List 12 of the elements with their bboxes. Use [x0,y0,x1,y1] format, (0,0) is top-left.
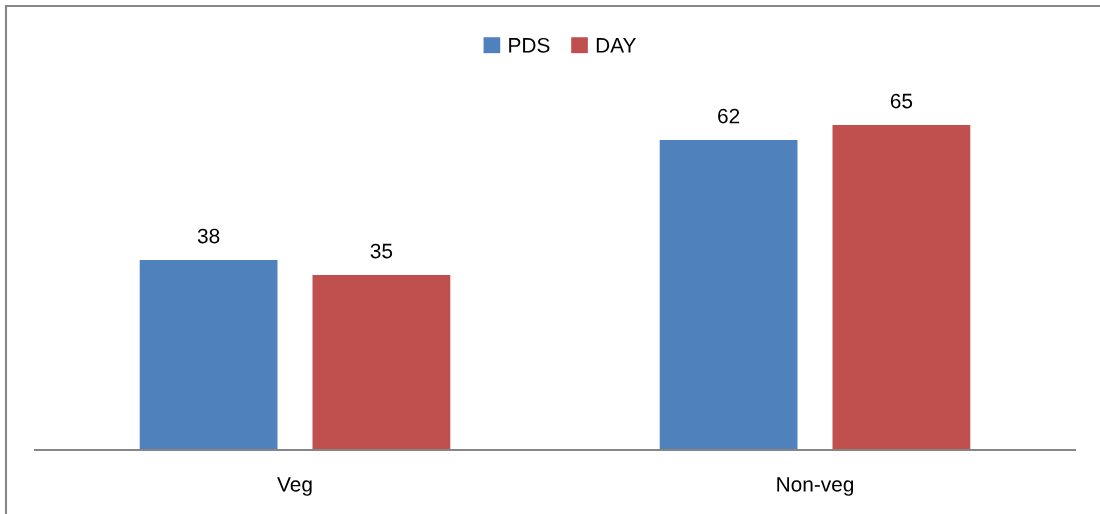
bar [312,275,451,450]
bar [832,125,971,450]
data-label: 38 [197,228,220,244]
x-tick-label: Non-veg [777,477,854,496]
legend-label: DAY [596,38,636,53]
bar [139,260,278,450]
bar [659,140,798,450]
x-tick-label: Veg [277,477,312,496]
legend-label: PDS [509,37,550,53]
data-label: 65 [890,93,913,109]
data-label: 35 [370,243,393,259]
data-label: 62 [718,108,740,124]
